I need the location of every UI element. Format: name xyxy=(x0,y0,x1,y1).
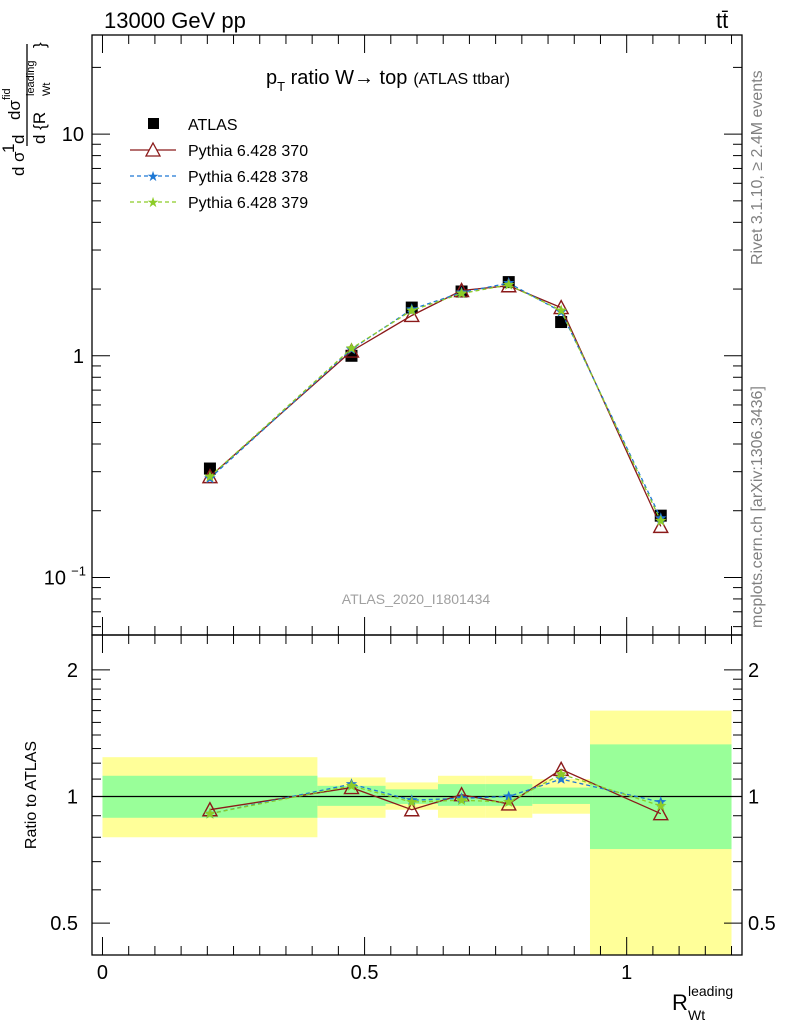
ylabel-leading: leading xyxy=(25,61,37,96)
ylabel-sigma: σ xyxy=(9,151,28,162)
legend-marker-star: ★ xyxy=(147,168,160,184)
series-line xyxy=(209,285,662,527)
data-point xyxy=(345,779,358,791)
title-rest: ratio W→ top xyxy=(285,67,407,89)
ratio-y-tick-label-right: 1 xyxy=(748,786,759,808)
main-axis-ticks: 10 −1 1 10 xyxy=(44,35,742,635)
data-point xyxy=(343,342,360,358)
main-plot-area xyxy=(201,276,669,534)
data-point xyxy=(503,796,515,807)
legend-entry-atlas: ATLAS xyxy=(148,117,238,134)
legend-marker-triangle xyxy=(144,141,162,157)
legend-marker-square xyxy=(148,118,159,129)
ylabel-one: 1 xyxy=(0,144,18,153)
legend-label: ATLAS xyxy=(188,117,238,134)
main-panel: 10 −1 1 10 pT ratio W→ top (ATLAS ttbar) ATL… xyxy=(0,34,743,636)
ratio-y-tick-label-right: 2 xyxy=(748,660,759,682)
analysis-label: ATLAS_2020_I1801434 xyxy=(342,591,491,607)
legend: ATLAS Pythia 6.428 370 ★ Pythia 6.428 37… xyxy=(130,117,308,212)
data-point xyxy=(345,342,358,354)
legend-entry-pythia-378: ★ Pythia 6.428 378 xyxy=(130,168,308,186)
data-point xyxy=(655,799,667,811)
xlabel-sup: leading xyxy=(688,983,733,999)
ratio-y-tick-label-left: 2 xyxy=(67,660,78,682)
ylabel-wt: Wt xyxy=(41,83,53,96)
series-pythia-6-428-379 xyxy=(204,768,667,819)
data-point xyxy=(500,795,517,811)
legend-entry-pythia-370: Pythia 6.428 370 xyxy=(130,141,308,160)
x-tick-label: 0.5 xyxy=(351,962,379,984)
data-point xyxy=(555,316,568,329)
data-point xyxy=(503,278,515,290)
series-line xyxy=(209,282,662,519)
site-label: mcplots.cern.ch [arXiv:1306.3436] xyxy=(749,386,766,628)
x-axis-label: R Wt leading xyxy=(672,983,733,1023)
rivet-label: Rivet 3.1.10, ≥ 2.4M events xyxy=(749,70,766,265)
y-tick-label: 10 xyxy=(44,567,66,589)
title-sub: T xyxy=(277,79,285,94)
data-point xyxy=(652,805,669,821)
data-point xyxy=(652,517,669,534)
data-point xyxy=(453,282,470,298)
x-tick-label: 0 xyxy=(97,962,108,984)
x-tick-label: 1 xyxy=(621,962,632,984)
ylabel-fid: fid xyxy=(1,88,13,100)
legend-label: Pythia 6.428 379 xyxy=(188,195,308,212)
legend-label: Pythia 6.428 370 xyxy=(188,143,308,160)
series-pythia-6-428-370 xyxy=(201,277,669,534)
data-point xyxy=(403,801,420,817)
data-point xyxy=(555,773,567,784)
ratio-y-tick-label-right: 0.5 xyxy=(748,913,776,935)
ratio-panel: 0.5 0.5 1 1 2 2 0 0.5 1 Ratio to ATLAS R Wt lead… xyxy=(23,634,776,1023)
ylabel-d: d xyxy=(9,135,28,144)
series-pythia-6-428-378 xyxy=(204,277,667,524)
data-point xyxy=(655,514,667,526)
uncertainty-band-green xyxy=(532,787,590,804)
ylabel-d-small: d xyxy=(9,167,28,176)
data-point xyxy=(403,306,420,323)
data-point xyxy=(455,794,468,805)
ylabel-denominator: d {R xyxy=(30,112,49,144)
series-pythia-6-428-379 xyxy=(204,278,667,526)
ratio-y-axis-label: Ratio to ATLAS xyxy=(23,741,40,849)
y-tick-label: 1 xyxy=(73,346,84,368)
data-point xyxy=(555,304,567,316)
title-small: (ATLAS ttbar) xyxy=(413,71,510,88)
ratio-axis-ticks: 0.5 0.5 1 1 2 2 0 0.5 1 xyxy=(50,635,776,984)
data-point xyxy=(555,768,567,779)
legend-label: Pythia 6.428 378 xyxy=(188,169,308,186)
data-point xyxy=(204,470,216,482)
y-tick-label: 10 xyxy=(62,124,84,146)
ratio-y-tick-label-left: 0.5 xyxy=(50,913,78,935)
data-point xyxy=(204,807,216,819)
data-point xyxy=(406,304,418,316)
legend-entry-pythia-379: ★ Pythia 6.428 379 xyxy=(130,194,308,212)
energy-label: 13000 GeV pp xyxy=(104,8,246,33)
ylabel-close: } xyxy=(30,42,49,48)
xlabel-sub: Wt xyxy=(688,1007,705,1023)
title-p: p xyxy=(266,67,277,89)
main-y-axis-label: d σ 1 d dσ fid d {R Wt leading } xyxy=(0,42,53,176)
legend-marker-star: ★ xyxy=(147,194,160,210)
process-label: tt̄ xyxy=(716,8,728,33)
ylabel-dsigma: dσ xyxy=(5,100,24,120)
xlabel-r: R xyxy=(672,990,688,1015)
chart-title: pT ratio W→ top (ATLAS ttbar) xyxy=(266,67,510,94)
series-line xyxy=(209,284,662,522)
series-atlas xyxy=(203,276,667,522)
ratio-plot-area xyxy=(92,710,742,955)
ratio-y-tick-label-left: 1 xyxy=(67,786,78,808)
data-point xyxy=(455,287,468,299)
data-point xyxy=(503,790,515,802)
data-point xyxy=(406,796,418,807)
y-tick-exponent: −1 xyxy=(71,563,86,578)
